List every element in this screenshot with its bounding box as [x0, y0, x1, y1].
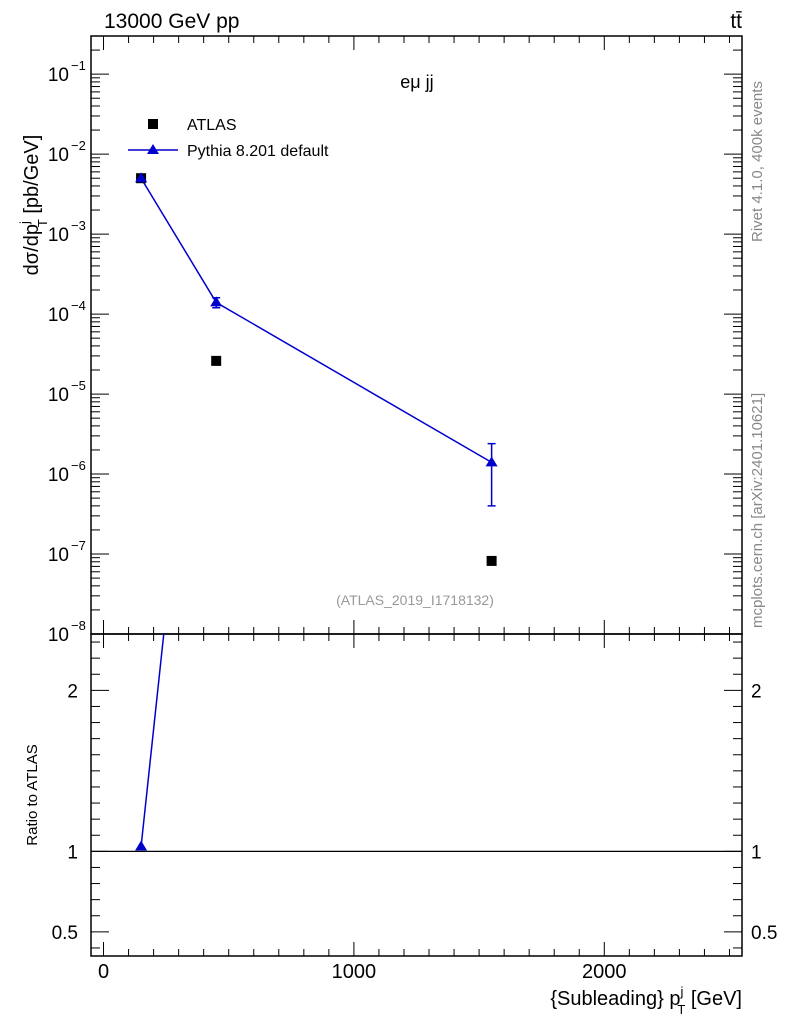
x-axis-label-unit: [GeV] [685, 988, 742, 1010]
pythia-data-point [210, 296, 223, 307]
legend-atlas-marker [148, 119, 158, 129]
energy-label: 13000 GeV pp [104, 10, 239, 33]
legend-pythia-label: Pythia 8.201 default [187, 143, 329, 160]
y-tick-label-main: 10 [48, 385, 69, 406]
series-layer [91, 172, 742, 852]
ratio-series-line [140, 633, 165, 847]
y-tick-label-ratio-right: 2 [751, 681, 762, 702]
y-tick-exponent-main: −1 [71, 58, 86, 73]
x-tick-label: 0 [98, 961, 109, 983]
y-tick-exponent-main: −7 [71, 538, 86, 553]
legend-pythia-marker [147, 144, 159, 154]
y-tick-exponent-main: −6 [71, 458, 86, 473]
pythia-series-line [140, 177, 492, 464]
atlas-data-point [211, 355, 222, 366]
y-tick-exponent-main: −4 [71, 298, 86, 313]
y-tick-label-main: 10 [48, 545, 69, 566]
legend: ATLAS Pythia 8.201 default [128, 117, 329, 160]
main-ylabel-unit: [pb/GeV] [21, 135, 43, 220]
rivet-side-label: Rivet 4.1.0, 400k events [749, 81, 766, 242]
site-side-label: mcplots.cern.ch [arXiv:2401.10621] [749, 393, 766, 628]
y-tick-label-main: 10 [48, 65, 69, 86]
y-tick-label-main: 10 [48, 145, 69, 166]
ratio-ylabel: Ratio to ATLAS [24, 744, 41, 845]
y-tick-exponent-main: −3 [71, 218, 86, 233]
x-axis-label-sub: T [677, 1002, 685, 1017]
x-axis-label-text: {Subleading} p [550, 988, 680, 1010]
y-tick-label-main: 10 [48, 225, 69, 246]
y-tick-exponent-main: −5 [71, 378, 86, 393]
y-tick-exponent-main: −8 [71, 618, 86, 633]
pythia-data-point [135, 172, 148, 183]
process-label: tt̄ [730, 10, 742, 33]
main-ylabel-text: dσ/dp [21, 224, 43, 275]
x-tick-label: 1000 [332, 961, 377, 983]
y-tick-label-ratio-left: 2 [67, 681, 78, 702]
y-tick-label-ratio-left: 0.5 [52, 923, 78, 944]
y-tick-label-main: 10 [48, 465, 69, 486]
x-tick-label: 2000 [582, 961, 627, 983]
legend-atlas-label: ATLAS [187, 117, 237, 134]
main-ylabel: dσ/dpj T [pb/GeV] [17, 135, 50, 276]
y-tick-label-ratio-left: 1 [67, 842, 78, 863]
pythia-data-point [485, 456, 498, 467]
y-tick-label-ratio-right: 0.5 [751, 923, 777, 944]
y-tick-label-main: 10 [48, 305, 69, 326]
ratio-data-point [135, 840, 148, 851]
main-ylabel-sup: j [17, 221, 32, 225]
y-tick-label-main: 10 [48, 625, 69, 646]
y-tick-label-ratio-right: 1 [751, 842, 762, 863]
x-axis-label: {Subleading} pj T [GeV] [550, 984, 742, 1017]
ratio-panel-frame [90, 633, 743, 957]
y-tick-exponent-main: −2 [71, 138, 86, 153]
atlas-data-point [486, 555, 497, 566]
analysis-watermark: (ATLAS_2019_I1718132) [336, 592, 494, 608]
main-ylabel-sub: T [35, 219, 50, 227]
chart-title: eμ jj [400, 72, 433, 92]
x-axis-label-sup: j [679, 984, 683, 999]
